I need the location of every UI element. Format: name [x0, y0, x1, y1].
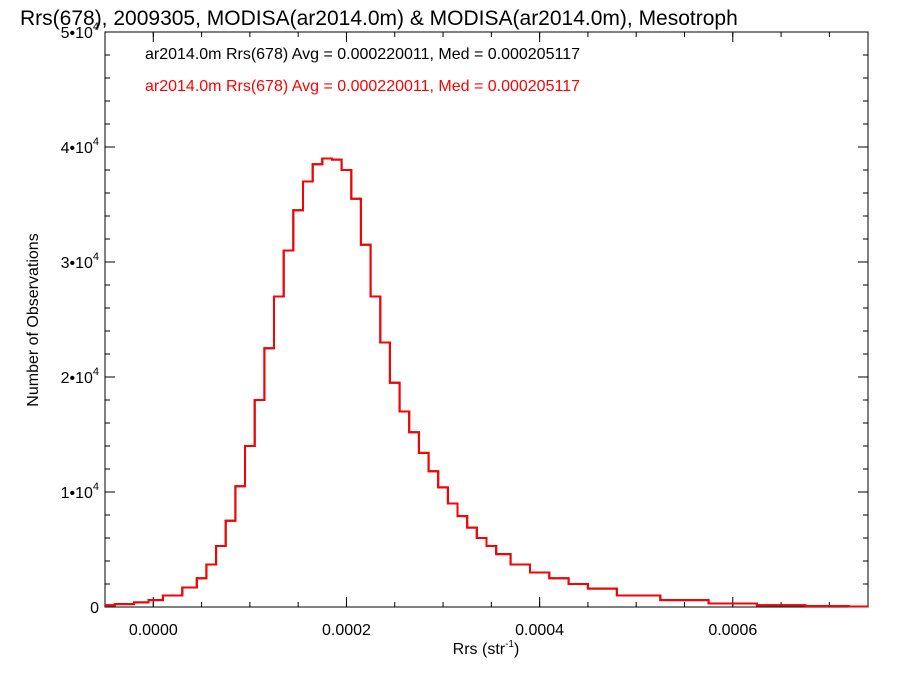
legend-entry-black: ar2014.0m Rrs(678) Avg = 0.000220011, Me… — [145, 46, 580, 63]
y-axis-label: Number of Observations — [25, 233, 42, 406]
y-tick-label: 0 — [90, 600, 99, 617]
y-tick-label: 2•104 — [61, 366, 99, 387]
y-tick-label: 3•104 — [61, 251, 99, 272]
x-tick-label: 0.0002 — [322, 622, 371, 639]
legend-entry-red: ar2014.0m Rrs(678) Avg = 0.000220011, Me… — [145, 78, 580, 95]
y-tick-label: 1•104 — [61, 481, 99, 502]
plot-frame — [104, 31, 869, 608]
x-axis-ticks: 0.0000 0.0002 0.0004 0.0006 — [129, 32, 830, 639]
x-axis-label-superscript: -1 — [505, 639, 514, 650]
y-tick-label: 5•104 — [61, 21, 99, 42]
plot-area-border — [104, 31, 869, 608]
y-tick-label: 4•104 — [61, 136, 99, 157]
series-line-1 — [105, 157, 868, 608]
y-axis-ticks: 0 1•104 2•104 3•104 4•104 5•104 — [61, 21, 868, 617]
x-tick-label: 0.0006 — [708, 622, 757, 639]
x-axis-label: Rrs (str-1) — [453, 639, 520, 658]
series-layer — [105, 157, 868, 608]
chart-title: Rrs(678), 2009305, MODISA(ar2014.0m) & M… — [20, 7, 738, 30]
x-tick-label: 0.0004 — [515, 622, 564, 639]
legend: ar2014.0m Rrs(678) Avg = 0.000220011, Me… — [145, 46, 580, 95]
x-tick-label: 0.0000 — [129, 622, 178, 639]
